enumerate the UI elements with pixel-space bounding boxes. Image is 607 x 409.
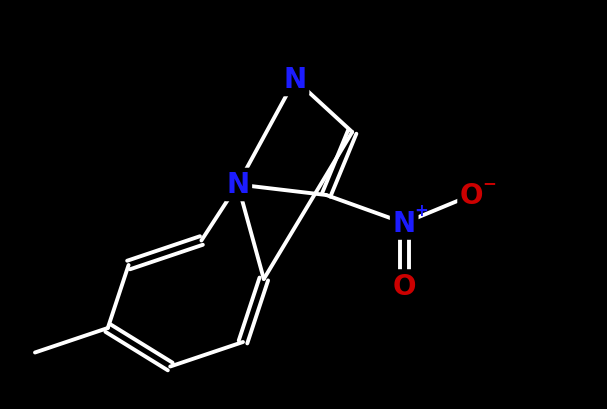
Text: +: + (414, 202, 428, 220)
Text: N: N (393, 209, 416, 237)
Text: −: − (482, 173, 496, 191)
Text: N: N (283, 66, 307, 94)
Text: N: N (226, 171, 249, 199)
Text: O: O (393, 272, 416, 300)
Text: O: O (460, 182, 484, 209)
